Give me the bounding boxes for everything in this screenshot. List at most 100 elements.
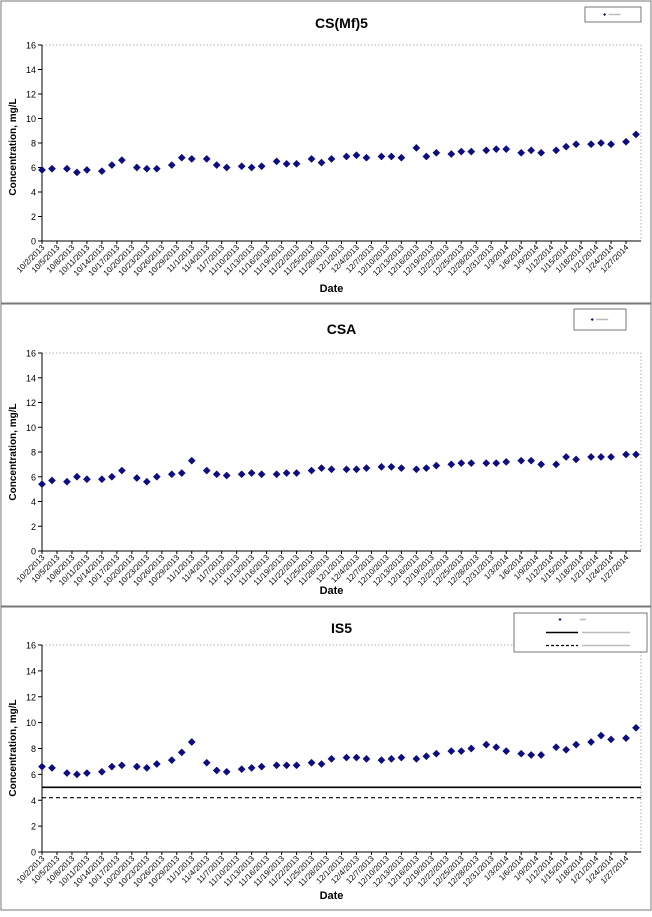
data-point: [432, 749, 441, 758]
data-point: [82, 769, 91, 778]
chart-title: IS5: [331, 620, 352, 636]
chart-panel-2: CSA024681012141610/2/201310/5/201310/8/2…: [0, 303, 652, 607]
y-tick-label: 4: [31, 188, 36, 198]
y-tick-label: 14: [26, 65, 36, 75]
data-point: [502, 145, 511, 154]
data-point: [48, 164, 56, 173]
legend: [513, 612, 648, 653]
data-point: [587, 140, 596, 149]
data-point: [537, 148, 546, 157]
legend: [573, 308, 627, 331]
data-point: [562, 745, 571, 754]
data-point: [117, 156, 126, 165]
data-point: [237, 162, 246, 171]
data-point: [38, 165, 46, 174]
data-point: [132, 474, 141, 482]
data-point: [482, 146, 491, 155]
data-point: [502, 747, 511, 756]
data-point: [152, 472, 161, 481]
y-tick-label: 0: [31, 547, 36, 557]
data-point: [342, 465, 351, 474]
data-point: [527, 146, 536, 155]
data-point: [527, 456, 536, 465]
y-tick-label: 6: [31, 472, 36, 482]
data-point: [342, 152, 351, 161]
data-point: [97, 167, 106, 176]
data-point: [187, 738, 196, 746]
data-point: [517, 456, 526, 465]
data-point: [282, 761, 291, 770]
data-point: [202, 758, 211, 767]
data-point: [492, 743, 501, 752]
data-point: [142, 164, 151, 173]
y-tick-label: 6: [31, 770, 36, 780]
data-point: [257, 762, 266, 771]
data-point: [292, 761, 301, 770]
data-point: [377, 462, 386, 471]
data-point: [552, 146, 561, 155]
data-point: [237, 765, 246, 774]
data-point: [352, 151, 361, 160]
data-point: [397, 153, 406, 162]
data-point: [607, 140, 616, 149]
data-point: [97, 475, 106, 484]
data-point: [517, 749, 526, 758]
data-point: [502, 457, 511, 466]
data-point: [377, 756, 386, 765]
data-point: [482, 740, 491, 749]
data-point: [562, 452, 571, 461]
y-axis-label: Concentration, mg/L: [8, 98, 19, 195]
x-axis-label: Date: [320, 585, 344, 597]
data-point: [257, 162, 266, 171]
data-point: [72, 770, 81, 779]
data-point: [167, 756, 176, 765]
y-tick-label: 14: [26, 373, 36, 383]
data-point: [422, 464, 431, 473]
data-point: [117, 761, 126, 770]
data-point: [492, 145, 501, 154]
data-point: [632, 450, 640, 459]
y-tick-label: 8: [31, 448, 36, 458]
data-point: [632, 723, 640, 732]
data-point: [527, 751, 536, 759]
data-point: [622, 137, 630, 146]
data-point: [107, 762, 116, 771]
data-point: [517, 148, 526, 157]
data-point: [492, 459, 501, 468]
y-tick-label: 2: [31, 212, 36, 222]
data-point: [447, 460, 456, 469]
data-point: [63, 164, 71, 173]
y-tick-label: 14: [26, 666, 36, 676]
data-point: [247, 763, 256, 772]
data-point: [272, 470, 281, 479]
data-point: [48, 476, 56, 485]
data-point: [177, 748, 186, 757]
chart-title: CSA: [327, 321, 357, 337]
data-point: [307, 758, 316, 767]
data-point: [167, 470, 176, 479]
y-tick-label: 16: [26, 349, 36, 359]
data-point: [82, 165, 91, 174]
data-point: [352, 465, 361, 474]
data-point: [177, 469, 186, 477]
data-point: [167, 161, 176, 170]
y-axis-label: Concentration, mg/L: [8, 403, 19, 500]
data-point: [177, 153, 186, 162]
data-point: [607, 735, 616, 744]
panel-frame: [0, 606, 652, 911]
chart-title: CS(Mf)5: [315, 15, 368, 31]
y-tick-label: 12: [26, 398, 36, 408]
data-point: [142, 477, 151, 486]
data-point: [412, 754, 421, 763]
y-tick-label: 8: [31, 139, 36, 149]
data-point: [38, 762, 46, 771]
data-point: [447, 150, 456, 158]
data-point: [432, 461, 441, 470]
data-point: [342, 753, 351, 762]
data-point: [572, 740, 581, 749]
data-point: [272, 761, 281, 770]
data-point: [422, 752, 431, 761]
data-point: [327, 754, 336, 763]
data-point: [282, 159, 291, 168]
